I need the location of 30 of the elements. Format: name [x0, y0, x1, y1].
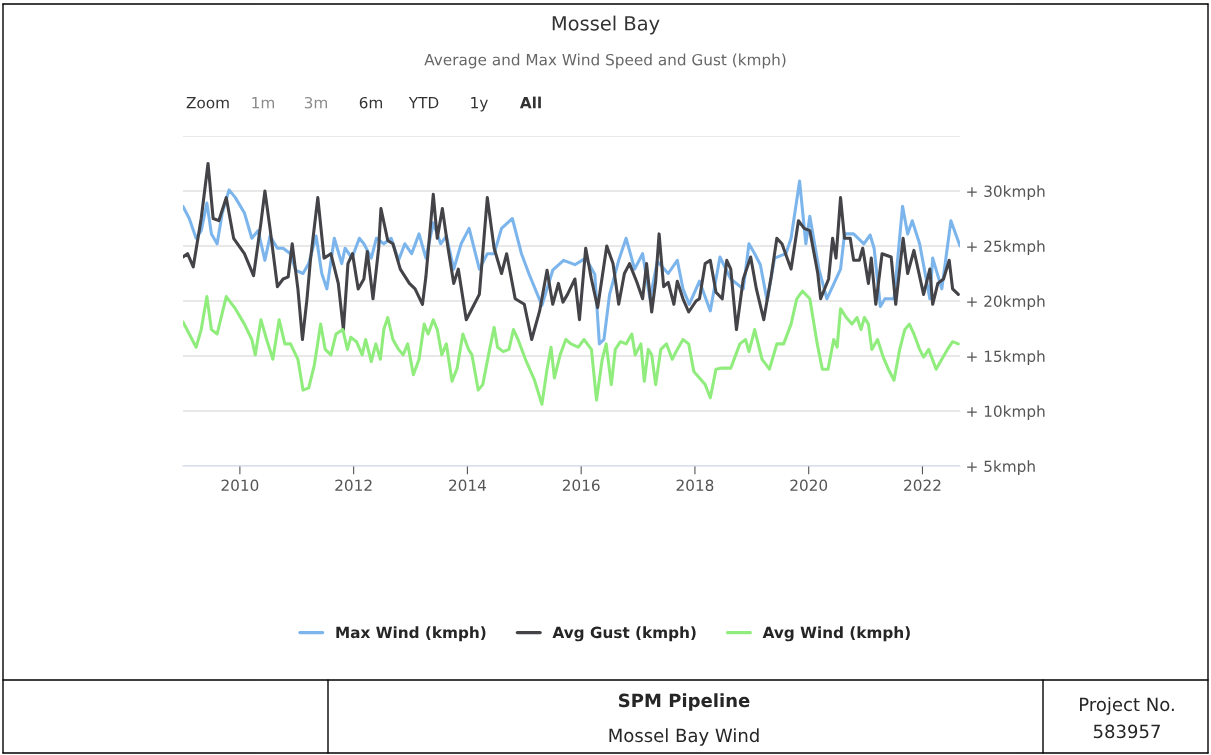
x-tick-label: 2016	[562, 479, 600, 492]
text: Mossel Bay Wind	[609, 728, 759, 746]
text: 6m	[359, 96, 382, 109]
legend-label: Avg Gust (kmph)	[552, 626, 696, 642]
x-tick-label: 2010	[221, 479, 259, 492]
text: 1m	[252, 97, 274, 109]
line-series	[183, 289, 960, 406]
legend-label: Avg Wind (kmph)	[762, 626, 910, 642]
chart-subtitle: Average and Max Wind Speed and Gust (kmph)	[424, 53, 786, 69]
y-tick-label: + 15kmph	[967, 350, 1045, 365]
chart-title: Mossel Bay	[552, 15, 660, 35]
text: 583957	[1093, 724, 1160, 739]
text: All	[519, 96, 541, 109]
x-tick-label: 2018	[676, 479, 714, 492]
y-tick-label: + 20kmph	[967, 295, 1045, 310]
text: Zoom	[186, 97, 229, 109]
y-tick-label: + 5kmph	[967, 460, 1035, 475]
y-tick-label: + 30kmph	[967, 185, 1045, 200]
text: Project No.	[1080, 697, 1174, 715]
legend-label: Max Wind (kmph)	[336, 626, 486, 642]
x-tick-label: 2014	[449, 479, 486, 492]
text: YTD	[408, 97, 439, 109]
x-tick-label: 2012	[335, 479, 372, 492]
y-tick-label: + 10kmph	[967, 405, 1045, 420]
x-tick-label: 2020	[790, 479, 828, 492]
x-tick-label: 2022	[904, 479, 941, 492]
y-tick-label: + 25kmph	[967, 240, 1045, 255]
text: 3m	[304, 96, 327, 109]
text: SPM Pipeline	[619, 693, 750, 711]
text: 1y	[471, 97, 488, 112]
